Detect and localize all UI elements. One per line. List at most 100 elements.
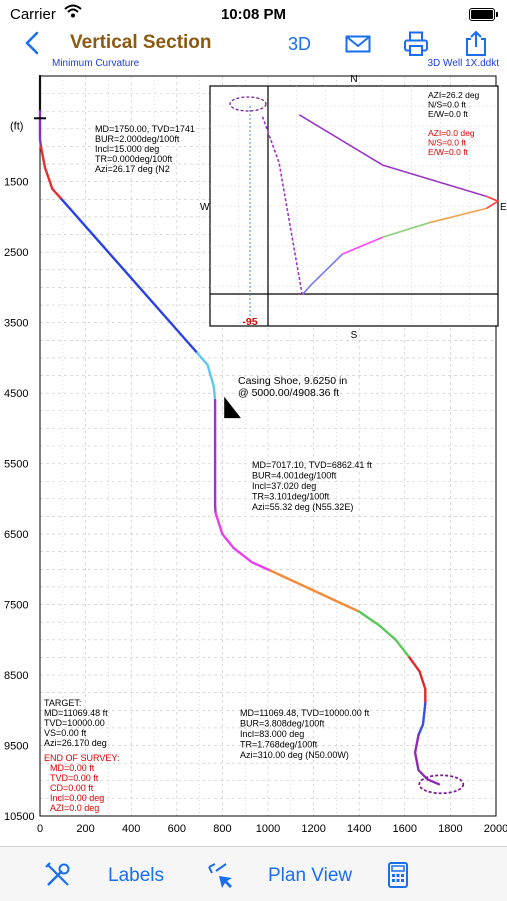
calculator-icon[interactable] [384,861,412,889]
mail-icon[interactable] [344,30,372,58]
series-line-2 [39,145,63,201]
y-tick-label: 4500 [4,388,28,400]
tools-icon[interactable] [44,861,72,889]
survey-annotation-line: Incl=0.00 deg [50,793,104,803]
target-annotation-line: TVD=10000.00 [44,718,105,728]
labels-tab[interactable]: Labels [108,865,164,886]
end-annotation-line: BUR=3.808deg/100ft [240,719,325,729]
clock: 10:08 PM [220,6,287,23]
carrier-label: Carrier [10,6,56,23]
x-tick-label: 0 [37,823,43,835]
kop-annotation-line: Azi=26.17 deg (N2 [95,164,170,174]
survey-annotation-line: MD=0.00 ft [50,763,95,773]
x-tick-label: 2000 [484,823,507,835]
y-tick-label: 1500 [4,177,28,189]
plan-info-line: AZI=26.2 deg [428,90,480,100]
plan-path-segment-5 [301,253,344,296]
target-annotation-line: MD=11069.48 ft [44,708,108,718]
mid-annotation-line: MD=7017.10, TVD=6862.41 ft [252,460,372,470]
page-title: Vertical Section [70,32,212,53]
series-line-6 [214,511,272,572]
plan-info-red-line: E/W=0.0 ft [428,147,469,157]
plan-marker-label: -95 [242,316,257,328]
x-tick-label: 200 [76,823,94,835]
wifi-icon [64,4,82,22]
kop-annotation-line: TR=0.000deg/100ft [95,154,173,164]
y-tick-label: 5500 [4,459,28,471]
end-annotation-line: Azi=310.00 deg (N50.00W) [240,750,349,760]
x-tick-label: 1600 [393,823,417,835]
plan-info-line: N/S=0.0 ft [428,100,467,110]
x-tick-label: 600 [168,823,186,835]
share-icon[interactable] [462,30,490,58]
survey-annotation-line: END OF SURVEY: [44,753,119,763]
plan-info-red-line: AZI=0.0 deg [428,128,475,138]
y-tick-label: 10500 [4,811,35,823]
compass-w-label: W [200,202,210,213]
x-tick-label: 800 [213,823,231,835]
x-tick-label: 400 [122,823,140,835]
survey-annotation-line: CD=0.00 ft [50,783,94,793]
pointer-icon[interactable] [206,861,234,889]
series-line-4 [196,351,217,402]
series-line-8 [358,610,411,659]
3d-button[interactable]: 3D [288,34,312,54]
survey-annotation-line: AZI=0.0 deg [50,803,99,813]
end-annotation-line: MD=11069.48, TVD=10000.00 ft [240,708,370,718]
plan-path-segment-3 [382,222,430,238]
y-axis-unit: (ft) [10,120,23,132]
mid-annotation-line: BUR=4.001deg/100ft [252,471,337,481]
target-annotation-line: VS=0.00 ft [44,728,87,738]
battery-icon [469,8,498,21]
kop-annotation-line: BUR=2.000deg/100ft [95,134,180,144]
plan-path-segment-0 [298,114,487,198]
y-tick-label: 9500 [4,741,28,753]
plan-path-segment-4 [342,236,384,255]
series-line-11 [413,733,441,786]
x-tick-label: 1200 [301,823,325,835]
file-label: 3D Well 1X.ddkt [427,58,499,69]
kop-annotation-line: Incl=15.000 deg [95,144,159,154]
plan-view-tab[interactable]: Plan View [268,865,353,886]
target-annotation-line: TARGET: [44,698,81,708]
compass-e-label: E [500,202,507,213]
printer-icon[interactable] [402,30,430,58]
y-tick-label: 3500 [4,318,28,330]
mid-annotation-line: Incl=37.020 deg [252,481,316,491]
method-label: Minimum Curvature [52,58,140,69]
target-annotation-line: Azi=26.170 deg [44,738,107,748]
series-line-3 [60,198,199,355]
series-line-1 [38,110,43,148]
chevron-left-icon[interactable] [22,30,44,56]
plan-info-red-line: N/S=0.0 ft [428,138,467,148]
series-line-9 [408,656,427,705]
plot-frame [39,75,497,817]
casing-label-line: Casing Shoe, 9.6250 in [238,375,347,387]
x-tick-label: 1800 [438,823,462,835]
mid-annotation-line: TR=3.101deg/100ft [252,492,330,502]
plan-path-segment-1 [486,195,500,210]
compass-s-label: S [351,330,358,341]
casing-shoe-icon [224,396,241,419]
plan-path-segment-2 [428,207,487,224]
mid-annotation-line: Azi=55.32 deg (N55.32E) [252,502,353,512]
end-annotation-line: TR=1.768deg/100ft [240,740,318,750]
y-tick-label: 7500 [4,600,28,612]
survey-annotation-line: TVD=0.00 ft [50,773,99,783]
target-ellipse [418,774,465,795]
status-bar: Carrier 10:08 PM [0,0,507,28]
plan-target-ellipse [229,96,267,112]
plan-info-line: E/W=0.0 ft [428,109,469,119]
x-tick-label: 1000 [256,823,280,835]
series-line-5 [213,399,217,515]
casing-label-line: @ 5000.00/4908.36 ft [238,387,339,399]
y-tick-label: 8500 [4,670,28,682]
y-tick-label: 6500 [4,529,28,541]
tab-bar: Labels Plan View [0,846,507,901]
compass-n-label: N [350,74,357,85]
end-annotation-line: Incl=83.000 deg [240,729,304,739]
series-line-7 [269,569,361,613]
nav-bar: Vertical Section 3D [0,28,507,62]
x-tick-label: 1400 [347,823,371,835]
kop-annotation-line: MD=1750.00, TVD=1741 [95,124,195,134]
